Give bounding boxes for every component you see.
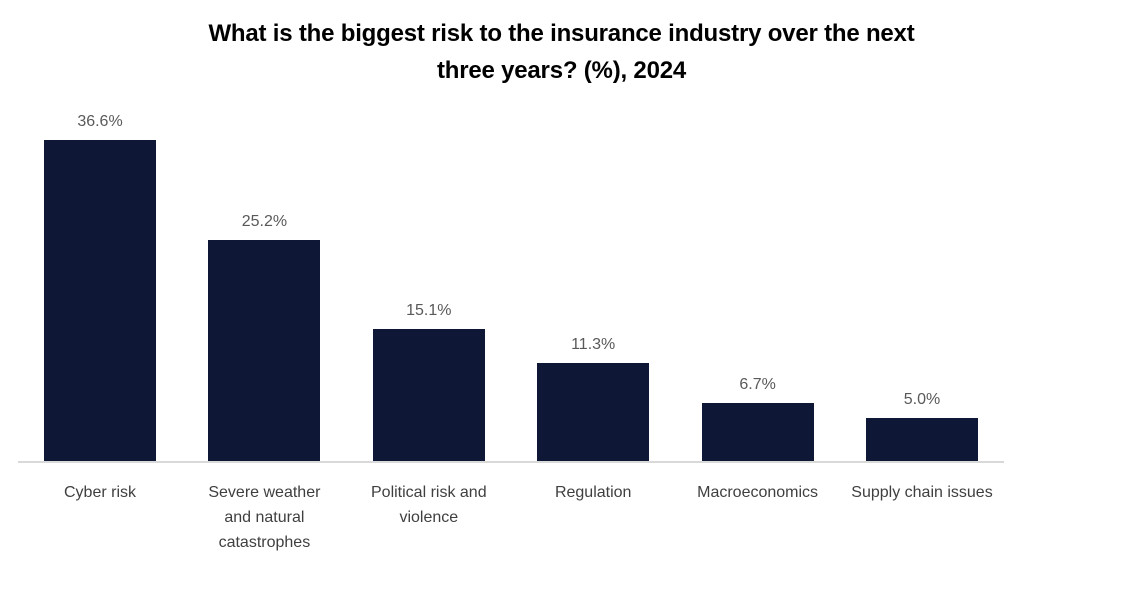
bar-supply-chain-issues — [866, 418, 978, 462]
bar-political-risk-and-violence — [372, 329, 485, 462]
chart-title-line-1: What is the biggest risk to the insuranc… — [208, 20, 915, 47]
category-label-supply-chain-issues: Supply chain issues — [851, 484, 993, 501]
chart-title-line-2: three years? (%), 2024 — [436, 57, 687, 84]
value-label-macroeconomics: 6.7% — [739, 376, 776, 394]
value-label-severe-weather-and-natural-catastrophes: 25.2% — [241, 213, 288, 231]
bar-regulation — [537, 362, 650, 462]
value-label-political-risk-and-violence: 15.1% — [406, 302, 452, 320]
category-label-severe-weather-and-natural-catastrophes: Severe weather and natural catastrophes — [208, 484, 321, 551]
category-label-macroeconomics: Macroeconomics — [697, 484, 819, 501]
x-axis-line — [18, 461, 1004, 463]
bar-macroeconomics — [701, 403, 814, 462]
chart-title: What is the biggest risk to the insuranc… — [0, 15, 1123, 89]
value-label-cyber-risk: 36.6% — [77, 112, 123, 130]
bar-cyber-risk — [44, 139, 156, 462]
value-label-regulation: 11.3% — [571, 335, 616, 353]
category-label-political-risk-and-violence: Political risk and violence — [370, 484, 487, 526]
bar-severe-weather-and-natural-catastrophes — [208, 240, 321, 462]
value-label-supply-chain-issues: 5.0% — [903, 391, 941, 408]
category-label-regulation: Regulation — [554, 484, 632, 501]
category-label-cyber-risk: Cyber risk — [63, 484, 137, 501]
